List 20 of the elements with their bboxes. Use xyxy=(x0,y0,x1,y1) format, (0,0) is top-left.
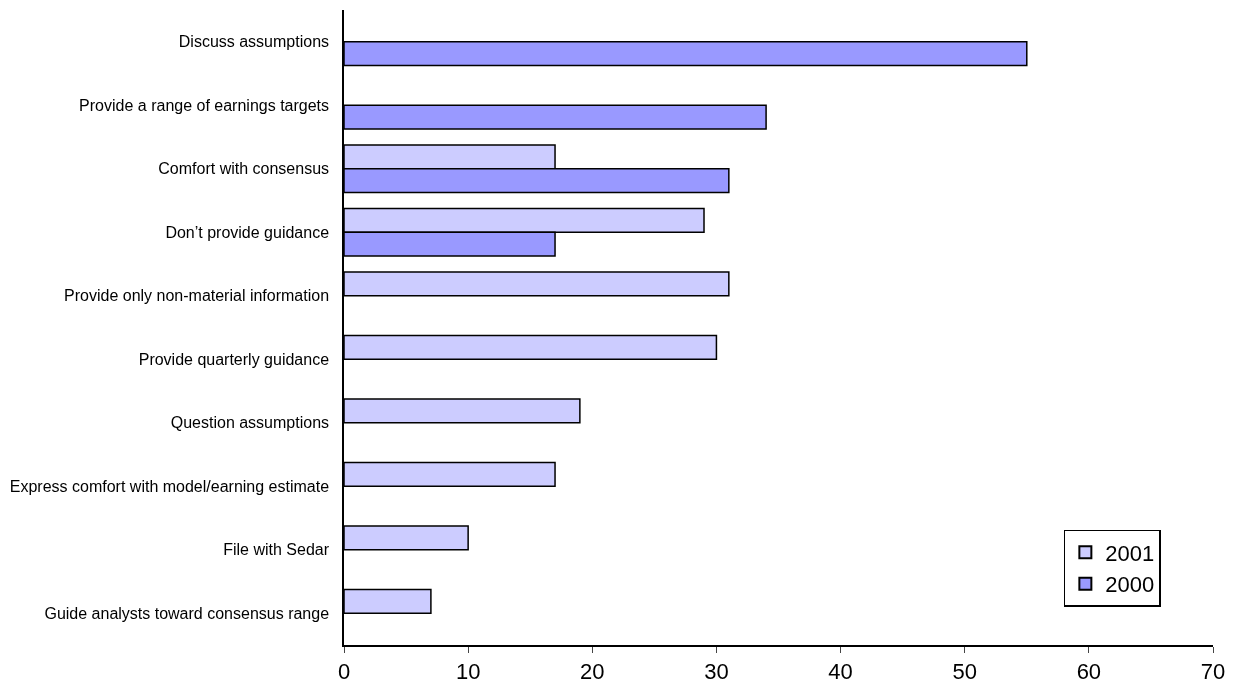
legend-label: 2001 xyxy=(1105,540,1155,566)
x-tick-label: 50 xyxy=(952,659,977,685)
y-tick-label: Provide a range of earnings targets xyxy=(79,96,330,114)
y-tick-label: Question assumptions xyxy=(170,414,330,432)
x-tick-label: 30 xyxy=(704,659,729,685)
x-tick-label: 70 xyxy=(1200,659,1226,685)
legend-label: 2000 xyxy=(1105,572,1155,598)
y-tick-label: Express comfort with model/earning estimate xyxy=(9,477,330,495)
y-tick-label: Provide quarterly guidance xyxy=(138,350,330,368)
x-tick-label: 20 xyxy=(580,659,605,685)
y-tick-label: Guide analysts toward consensus range xyxy=(44,604,330,622)
y-tick-label: Discuss assumptions xyxy=(178,33,330,51)
y-tick-label: Provide only non-material information xyxy=(64,287,330,305)
x-tick-label: 10 xyxy=(455,659,481,685)
x-tick-label: 40 xyxy=(828,659,853,685)
y-tick-label: File with Sedar xyxy=(223,541,330,559)
y-tick-label: Comfort with consensus xyxy=(158,160,330,178)
x-tick-label: 0 xyxy=(337,659,351,685)
y-tick-label: Don’t provide guidance xyxy=(165,223,330,241)
x-tick-label: 60 xyxy=(1076,659,1102,685)
